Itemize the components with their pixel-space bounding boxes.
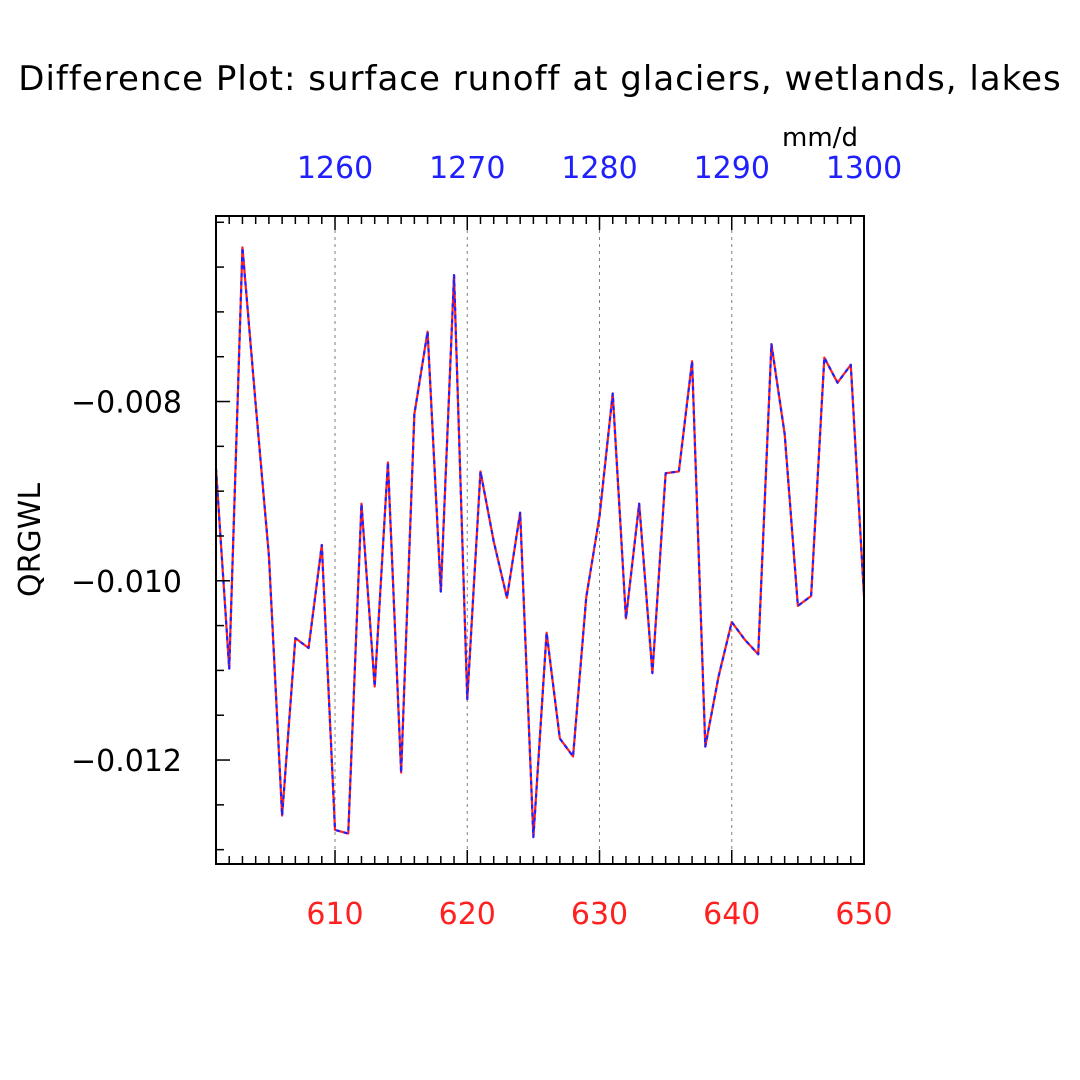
y-tick-label: −0.012 bbox=[71, 744, 182, 779]
x-tick-label: 630 bbox=[571, 897, 628, 932]
chart-title: Difference Plot: surface runoff at glaci… bbox=[18, 59, 1061, 99]
x2-tick-label: 1260 bbox=[297, 151, 373, 186]
x2-tick-label: 1280 bbox=[561, 151, 637, 186]
grid-lines bbox=[334, 216, 733, 864]
x-tick-label: 620 bbox=[439, 897, 496, 932]
x-tick-label: 640 bbox=[703, 897, 760, 932]
y-tick-label: −0.010 bbox=[71, 565, 182, 600]
units-label: mm/d bbox=[782, 123, 858, 153]
plot-frame bbox=[215, 215, 865, 865]
y-tick-label: −0.008 bbox=[71, 386, 182, 421]
x-tick-label: 610 bbox=[306, 897, 363, 932]
x-tick-label: 650 bbox=[835, 897, 892, 932]
y-axis-label: QRGWL bbox=[13, 483, 48, 597]
series-line-2 bbox=[214, 246, 866, 839]
x2-tick-label: 1270 bbox=[429, 151, 505, 186]
series-lines bbox=[214, 246, 866, 839]
tick-labels: 610 620 630 640 650 1260 1270 1280 1290 1300 −0.01… bbox=[71, 151, 902, 932]
x2-tick-label: 1290 bbox=[694, 151, 770, 186]
axis-ticks bbox=[215, 216, 865, 864]
x2-tick-label: 1300 bbox=[826, 151, 902, 186]
